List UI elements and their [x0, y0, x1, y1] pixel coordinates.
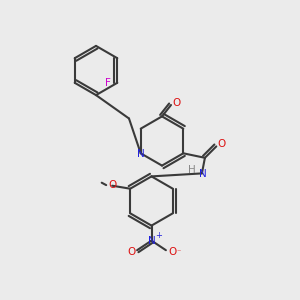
Text: O: O [128, 247, 136, 257]
Text: H: H [188, 165, 196, 175]
Text: O: O [108, 180, 116, 190]
Text: N: N [137, 149, 145, 159]
Text: N: N [148, 236, 155, 247]
Text: N: N [199, 169, 206, 179]
Text: O: O [168, 247, 177, 257]
Text: O: O [218, 139, 226, 149]
Text: O: O [172, 98, 181, 109]
Text: F: F [105, 78, 111, 88]
Text: +: + [155, 231, 161, 240]
Text: ⁻: ⁻ [176, 247, 181, 256]
